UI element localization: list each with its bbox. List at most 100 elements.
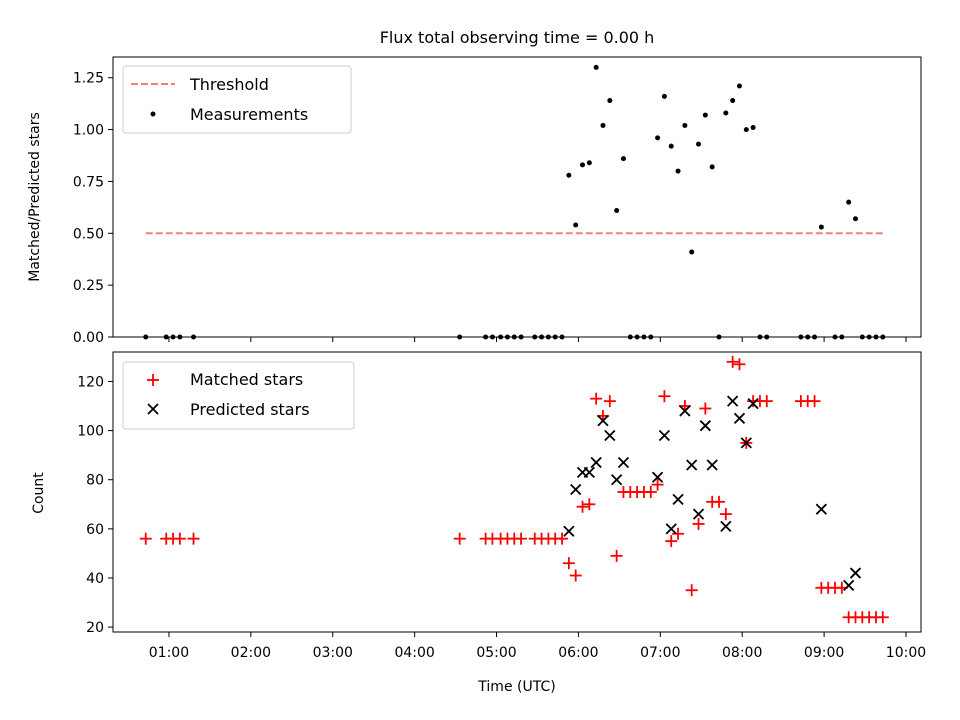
top-axes-frame — [112, 56, 922, 338]
y-tick-label: 100 — [77, 424, 104, 440]
measurement-point — [586, 160, 592, 166]
top-y-axis-label: Matched/Predicted stars — [27, 112, 43, 282]
y-tick-label: 80 — [86, 473, 104, 489]
predicted-star-point — [597, 415, 609, 427]
x-tick-label: 07:00 — [640, 645, 680, 661]
predicted-star-point — [617, 456, 630, 469]
predicted-star-point — [590, 456, 602, 469]
matched-star-point — [651, 478, 664, 491]
x-tick-label: 05:00 — [476, 645, 516, 661]
predicted-star-point — [672, 493, 684, 506]
matched-star-point — [644, 486, 657, 498]
measurement-point — [689, 249, 695, 255]
measurement-point — [750, 125, 756, 131]
predicted-star-point — [733, 412, 746, 424]
measurement-point — [566, 172, 572, 178]
predicted-star-point — [658, 429, 671, 442]
matched-star-point — [876, 611, 889, 624]
x-tick-label: 01:00 — [149, 645, 189, 661]
y-tick-label: 0.50 — [73, 226, 104, 242]
x-tick-label: 08:00 — [722, 645, 762, 661]
top-x-tick-marks — [168, 337, 907, 342]
matched-star-point — [187, 532, 200, 545]
legend-predicted-marker — [147, 403, 159, 415]
y-tick-label: 120 — [77, 374, 104, 390]
top-chart-title: Flux total observing time = 0.00 h — [380, 28, 655, 47]
x-tick-label: 06:00 — [558, 645, 598, 661]
x-tick-label: 03:00 — [313, 645, 353, 661]
matched-star-point — [556, 532, 569, 545]
y-tick-label: 60 — [86, 522, 104, 538]
bottom-legend-box — [122, 361, 355, 430]
predicted-star-point — [699, 420, 711, 432]
legend-measurements-label: Measurements — [190, 105, 308, 124]
matched-star-point — [658, 390, 671, 403]
measurement-point — [668, 143, 674, 149]
matched-star-point — [719, 508, 732, 521]
matched-star-point — [665, 535, 678, 548]
flux-ratio-panel: Flux total observing time = 0.00 h Match… — [27, 28, 922, 346]
star-count-panel: Count Time (UTC) 20 40 60 80 100 120 01:00 02:… — [31, 351, 926, 695]
matched-star-point — [583, 498, 596, 511]
measurement-point — [696, 141, 702, 147]
matched-star-point — [569, 569, 582, 582]
bottom-legend: Matched stars Predicted stars — [122, 361, 355, 430]
predicted-star-point — [692, 508, 705, 520]
measurement-point — [661, 93, 667, 99]
measurement-point — [818, 224, 824, 230]
measurement-point — [593, 64, 599, 70]
y-tick-label: 0.00 — [73, 330, 104, 346]
measurement-point — [852, 216, 858, 222]
predicted-star-point — [665, 523, 677, 535]
measurement-point — [675, 168, 681, 174]
predicted-star-point — [686, 459, 698, 471]
bottom-x-ticks: 01:00 02:00 03:00 04:00 05:00 06:00 07:00 08:00… — [149, 632, 926, 661]
y-tick-label: 1.00 — [73, 123, 104, 139]
predicted-star-point — [610, 474, 623, 486]
matched-star-point — [760, 395, 773, 408]
x-tick-label: 02:00 — [231, 645, 271, 661]
measurement-point — [846, 199, 852, 205]
bottom-plot-area — [139, 355, 889, 624]
matched-star-point — [733, 358, 746, 371]
measurement-point — [614, 207, 620, 213]
matched-star-point — [726, 355, 739, 368]
measurement-point — [655, 135, 661, 141]
predicted-star-point — [679, 405, 691, 417]
matched-star-point — [562, 557, 575, 570]
matched-star-point — [576, 500, 589, 513]
measurement-point — [736, 83, 742, 89]
measurement-point — [709, 164, 715, 170]
predicted-star-point — [849, 567, 862, 579]
predicted-star-point — [747, 397, 759, 410]
measurement-point — [580, 162, 586, 168]
matched-star-point — [139, 532, 152, 545]
matched-star-point — [610, 549, 623, 562]
x-tick-label: 10:00 — [886, 645, 926, 661]
predicted-star-point — [720, 520, 732, 533]
matched-star-point — [685, 584, 698, 597]
measurement-point — [730, 98, 736, 104]
matched-star-point — [515, 532, 528, 545]
x-tick-label: 09:00 — [804, 645, 844, 661]
predicted-star-point — [706, 459, 718, 471]
bottom-y-ticks: 20 40 60 80 100 120 — [77, 374, 113, 636]
predicted-star-point — [815, 503, 828, 515]
top-legend-box — [122, 65, 352, 134]
legend-measurements-marker — [150, 111, 156, 117]
measurement-point — [607, 98, 613, 104]
top-legend: Threshold Measurements — [122, 65, 352, 134]
predicted-star-point — [563, 525, 575, 537]
predicted-star-point — [651, 471, 664, 483]
predicted-star-point — [583, 466, 595, 478]
predicted-star-point — [604, 429, 616, 442]
legend-matched-label: Matched stars — [190, 370, 303, 389]
matched-star-point — [590, 392, 603, 405]
y-tick-label: 40 — [86, 571, 104, 587]
bottom-y-axis-label: Count — [31, 472, 47, 514]
measurement-point — [600, 122, 606, 128]
bottom-axes-frame — [112, 351, 922, 633]
matched-star-point — [699, 402, 712, 415]
legend-predicted-label: Predicted stars — [190, 400, 310, 419]
